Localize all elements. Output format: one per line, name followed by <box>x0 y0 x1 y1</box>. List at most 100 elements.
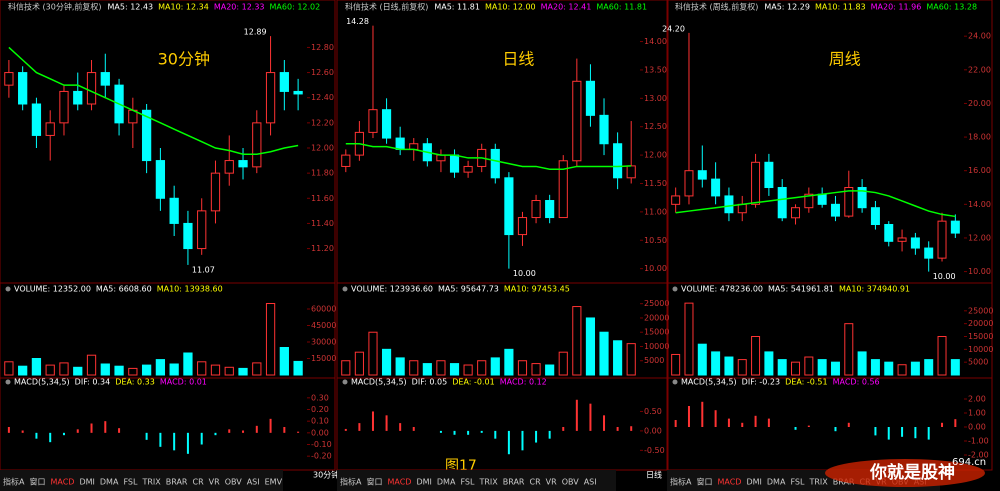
toolbar-tab[interactable]: OBV <box>562 478 580 487</box>
toolbar-tab[interactable]: TRIX <box>141 478 161 487</box>
y-tick-label: 60000 <box>311 305 336 314</box>
toolbar-tab[interactable]: BRAR <box>503 478 525 487</box>
macd-bar <box>914 427 917 439</box>
macd-bar <box>741 422 744 427</box>
volume-bar <box>436 360 446 376</box>
toolbar-tab[interactable]: EMV <box>265 478 283 487</box>
toolbar-tab[interactable]: FSL <box>123 478 138 487</box>
candle-body <box>86 72 97 105</box>
watermark-bg <box>825 459 985 487</box>
toolbar-tab[interactable]: ASI <box>584 478 597 487</box>
volume-bar <box>422 363 432 376</box>
volume-bar <box>381 348 392 376</box>
toolbar-tab[interactable]: 窗口 <box>29 477 45 487</box>
volume-bar <box>711 351 721 376</box>
candle-body <box>599 114 609 145</box>
header-item: DIF: 0.34 <box>75 378 111 387</box>
toolbar-tab[interactable]: BRAR <box>166 478 188 487</box>
volume-bar <box>224 366 234 376</box>
macd-bar <box>62 432 65 436</box>
macd-bar <box>412 427 415 431</box>
y-tick-label: 0.00 <box>644 426 662 435</box>
volume-bar <box>671 353 681 376</box>
macd-bar <box>507 430 510 455</box>
volume-bar <box>531 363 541 376</box>
volume-bar <box>817 359 827 376</box>
macd-bar <box>35 432 38 439</box>
toolbar-tab[interactable]: 指标A <box>3 477 25 487</box>
header-item: DIF: -0.23 <box>742 378 780 387</box>
toolbar-tab[interactable]: MACD <box>717 478 741 487</box>
macd-bar <box>173 432 176 451</box>
y-tick-label: 20000 <box>968 319 993 328</box>
toolbar-tab[interactable]: 窗口 <box>366 477 382 487</box>
candle-body <box>737 203 747 214</box>
toolbar-tab[interactable]: DMA <box>100 478 119 487</box>
high-annotation: 24.20 <box>662 24 685 33</box>
toolbar-tab[interactable]: DMI <box>416 478 431 487</box>
y-tick-label: 11.40 <box>311 219 334 228</box>
toolbar-tab[interactable]: TRIX <box>808 478 828 487</box>
header-dot <box>672 379 678 385</box>
candle-body <box>626 165 636 179</box>
candle-body <box>59 90 69 124</box>
toolbar-tab[interactable]: DMA <box>767 478 786 487</box>
toolbar-tab[interactable]: 指标A <box>670 477 692 487</box>
candle-body <box>545 200 555 219</box>
volume-bar <box>73 366 83 376</box>
toolbar-tab[interactable]: DMA <box>437 478 456 487</box>
y-tick-label: -1.00 <box>968 437 989 446</box>
volume-bar <box>210 364 221 376</box>
candle-body <box>141 109 152 162</box>
volume-bar <box>626 343 636 376</box>
macd-bar <box>371 411 374 431</box>
macd-bar <box>399 423 402 431</box>
chart-title: 科信技术 (日线,前复权) <box>345 2 428 12</box>
volume-bar <box>751 336 761 376</box>
toolbar-tab[interactable]: ASI <box>247 478 260 487</box>
header-dot <box>672 286 678 292</box>
ma-label: MA60: 13.28 <box>926 3 977 12</box>
toolbar-tab[interactable]: VR <box>546 478 557 487</box>
toolbar-tab[interactable]: VR <box>209 478 220 487</box>
toolbar-tab[interactable]: DMI <box>746 478 761 487</box>
ma60-line <box>8 46 299 156</box>
toolbar-tab[interactable]: CR <box>193 478 205 487</box>
toolbar-tab[interactable]: FSL <box>790 478 805 487</box>
macd-bar <box>358 423 361 431</box>
toolbar-tab[interactable]: 指标A <box>340 477 362 487</box>
y-tick-label: 15000 <box>311 354 336 363</box>
volume-bar <box>613 340 623 376</box>
toolbar-tab[interactable]: TRIX <box>478 478 498 487</box>
volume-bar <box>572 306 582 376</box>
volume-bar <box>59 362 69 376</box>
toolbar-tab[interactable]: CR <box>530 478 542 487</box>
toolbar-tab[interactable]: MACD <box>50 478 74 487</box>
header-item: MA5: 95647.73 <box>438 285 499 294</box>
candle-body <box>265 72 276 124</box>
volume-bar <box>265 303 276 376</box>
macd-bar <box>941 422 944 427</box>
y-tick-label: 15000 <box>644 328 669 337</box>
candle-body <box>341 154 351 167</box>
macd-bar <box>562 427 565 431</box>
volume-bar <box>504 348 514 376</box>
ma-label: MA10: 12.34 <box>158 3 209 12</box>
y-tick-label: 11.00 <box>644 207 667 216</box>
toolbar-tab[interactable]: DMI <box>79 478 94 487</box>
high-annotation: 12.89 <box>244 28 267 37</box>
y-tick-label: 1.00 <box>968 409 986 418</box>
candle-body <box>409 143 419 150</box>
toolbar-tab[interactable]: OBV <box>225 478 243 487</box>
y-tick-label: 0.20 <box>311 405 329 414</box>
header-item: MA10: 13938.60 <box>157 285 223 294</box>
y-tick-label: 10000 <box>644 342 669 351</box>
volume-bar <box>141 364 152 376</box>
y-tick-label: 0.00 <box>968 423 986 432</box>
y-tick-label: 10.00 <box>968 267 991 276</box>
macd-bar <box>927 427 930 440</box>
toolbar-tab[interactable]: 窗口 <box>696 477 712 487</box>
toolbar-tab[interactable]: FSL <box>460 478 475 487</box>
toolbar-tab[interactable]: MACD <box>387 478 411 487</box>
candle-body <box>950 220 960 234</box>
